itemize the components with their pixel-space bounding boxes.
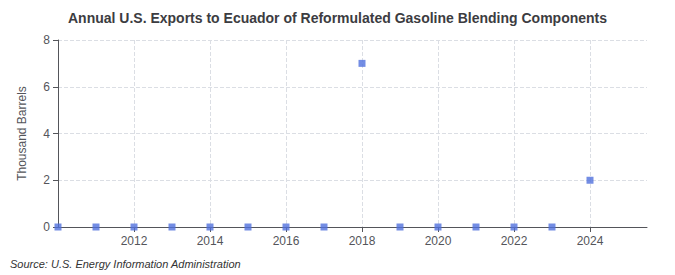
- svg-text:2014: 2014: [197, 234, 224, 248]
- svg-text:6: 6: [43, 80, 50, 94]
- svg-text:2018: 2018: [349, 234, 376, 248]
- svg-text:2024: 2024: [577, 234, 604, 248]
- svg-text:Annual U.S. Exports to Ecuador: Annual U.S. Exports to Ecuador of Reform…: [68, 10, 607, 26]
- svg-text:4: 4: [43, 127, 50, 141]
- svg-text:0: 0: [43, 220, 50, 234]
- svg-text:Source: U.S. Energy Informatio: Source: U.S. Energy Information Administ…: [10, 258, 241, 270]
- svg-text:2020: 2020: [425, 234, 452, 248]
- svg-text:2012: 2012: [121, 234, 148, 248]
- svg-text:2022: 2022: [501, 234, 528, 248]
- svg-text:2016: 2016: [273, 234, 300, 248]
- svg-text:2: 2: [43, 173, 50, 187]
- svg-text:8: 8: [43, 33, 50, 47]
- svg-text:Thousand Barrels: Thousand Barrels: [15, 86, 29, 181]
